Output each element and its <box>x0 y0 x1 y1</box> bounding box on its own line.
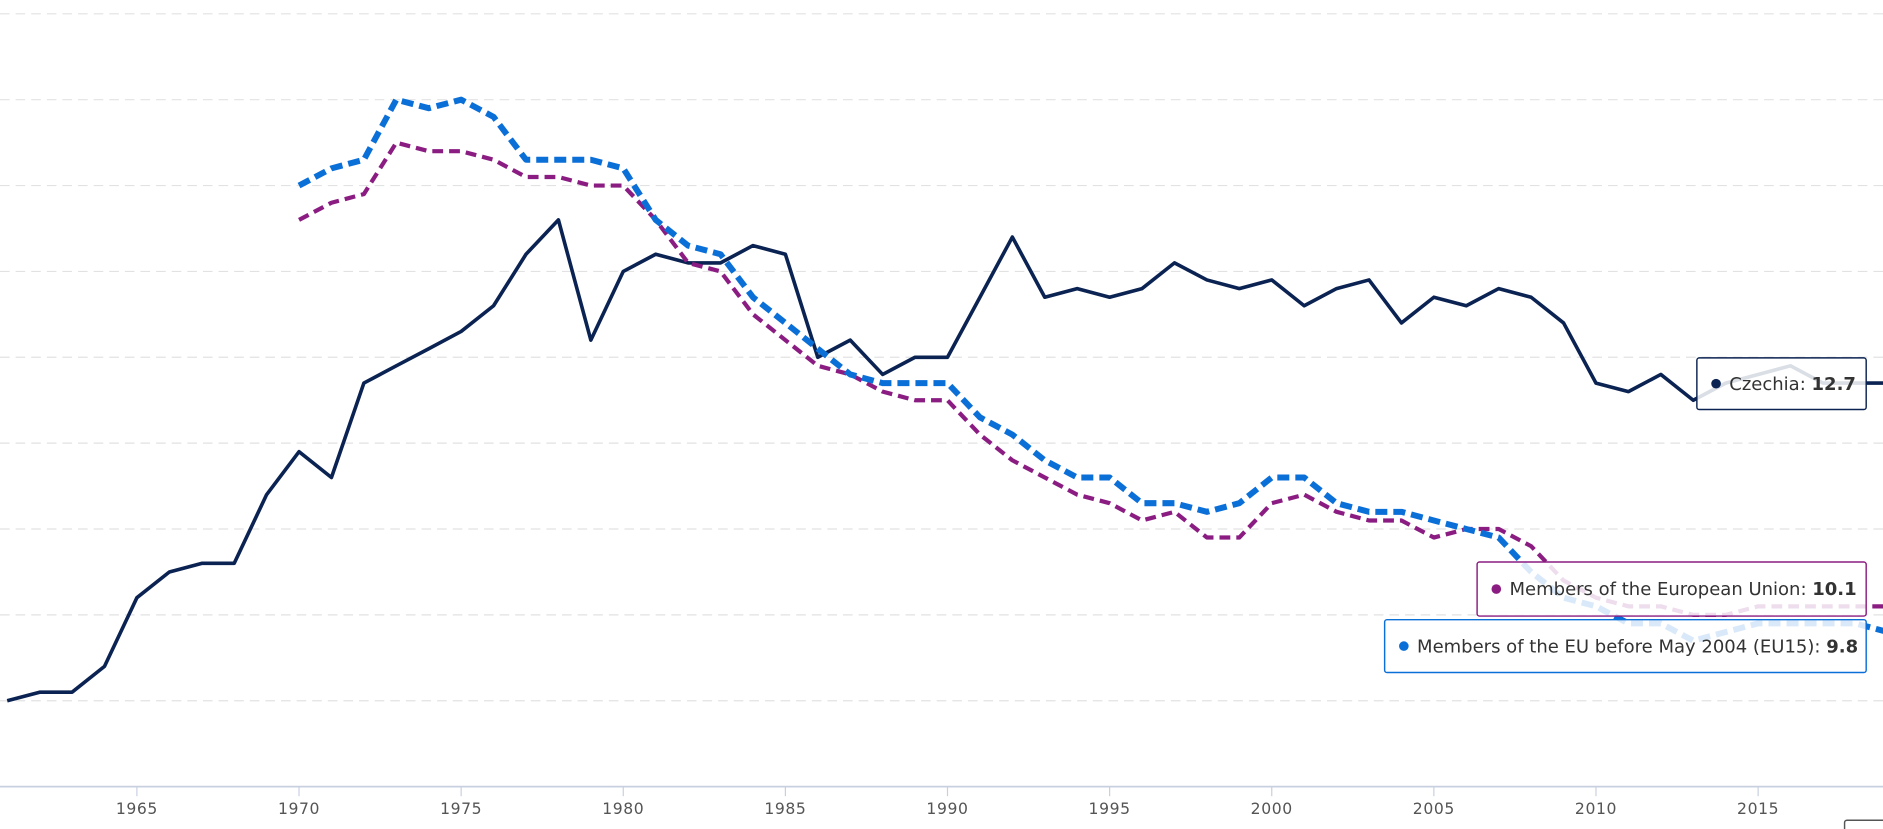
tooltip-text: Members of the European Union: 10.1 <box>1510 579 1857 600</box>
x-tick-label: 1970 <box>278 800 320 818</box>
x-tick-label: 1975 <box>440 800 482 818</box>
tooltip: Members of the European Union: 10.1 <box>1476 561 1867 617</box>
hover-x-box <box>1843 819 1883 829</box>
hover-x-text: 2019 <box>1854 828 1883 829</box>
tooltip-value: 9.8 <box>1826 636 1858 657</box>
tooltip-name: Members of the EU before May 2004 (EU15) <box>1417 636 1814 657</box>
tooltip-dot <box>1399 641 1409 651</box>
tooltip-name: Members of the European Union <box>1510 579 1801 600</box>
tooltip: Members of the EU before May 2004 (EU15)… <box>1383 618 1867 674</box>
tooltip-text: Members of the EU before May 2004 (EU15)… <box>1417 636 1858 657</box>
x-tick-label: 2000 <box>1251 800 1293 818</box>
tooltip-box <box>1476 561 1867 617</box>
tooltip-box <box>1696 357 1867 411</box>
x-tick-label: 1980 <box>602 800 644 818</box>
tooltip-sep: : <box>1800 579 1812 600</box>
series-line <box>298 140 1883 617</box>
x-tick-label: 2015 <box>1737 800 1779 818</box>
tooltip-sep: : <box>1814 636 1826 657</box>
x-tick-label: 1965 <box>116 800 158 818</box>
series-line <box>297 96 1883 644</box>
x-tick-label: 1995 <box>1089 800 1131 818</box>
tooltip-dot <box>1491 584 1502 594</box>
x-tick-label: 2005 <box>1413 800 1455 818</box>
tooltip-sep: : <box>1800 374 1812 395</box>
x-tick-label: 1985 <box>764 800 806 818</box>
tooltip-box <box>1383 618 1867 674</box>
tooltip: Czechia: 12.7 <box>1696 357 1867 411</box>
tooltip-dot <box>1711 378 1721 389</box>
tooltip-name: Czechia <box>1729 374 1799 395</box>
series-line <box>6 218 1883 703</box>
x-tick-label: 1990 <box>926 800 968 818</box>
tooltip-value: 12.7 <box>1812 374 1856 395</box>
tooltip-value: 10.1 <box>1812 579 1856 600</box>
tooltip-text: Czechia: 12.7 <box>1729 374 1856 395</box>
hover-x-label: 2019 <box>1843 819 1883 829</box>
x-tick-label: 2010 <box>1575 800 1617 818</box>
